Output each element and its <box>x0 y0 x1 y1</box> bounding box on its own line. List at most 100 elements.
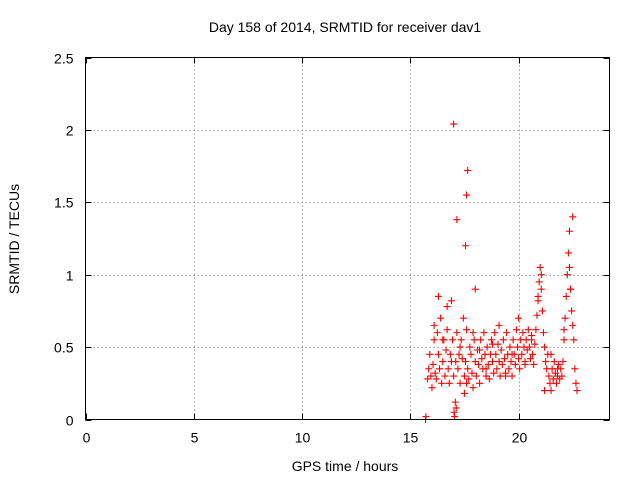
data-point <box>507 358 515 366</box>
data-point <box>483 343 491 351</box>
data-point <box>465 375 473 383</box>
y-axis-label: SRMTID / TECUs <box>6 184 22 294</box>
data-point <box>541 387 549 395</box>
y-tick-label: 2 <box>66 123 74 139</box>
data-point <box>455 350 463 358</box>
data-point <box>462 242 470 250</box>
data-points <box>421 120 581 423</box>
data-point <box>456 343 464 351</box>
data-point <box>537 271 545 279</box>
data-point <box>563 271 571 279</box>
data-point <box>515 314 523 322</box>
data-point <box>509 336 517 344</box>
data-point <box>460 372 468 380</box>
data-point <box>471 358 479 366</box>
data-point <box>476 346 484 354</box>
data-point <box>561 314 569 322</box>
data-point <box>547 387 555 395</box>
data-point <box>436 365 444 373</box>
y-tick-label: 0.5 <box>54 340 74 356</box>
data-point <box>464 166 472 174</box>
x-axis-label: GPS time / hours <box>292 458 399 474</box>
data-point <box>470 336 478 344</box>
data-point <box>468 369 476 377</box>
data-point <box>484 360 492 368</box>
data-point <box>480 329 488 337</box>
data-point <box>503 329 511 337</box>
x-tick-label: 20 <box>512 430 528 446</box>
data-point <box>533 311 541 319</box>
data-point <box>512 326 520 334</box>
y-tick-label: 1 <box>66 268 74 284</box>
data-point <box>434 350 442 358</box>
data-point <box>569 213 577 221</box>
data-point <box>555 360 563 368</box>
data-point <box>570 336 578 344</box>
grid-lines <box>85 57 610 420</box>
x-tick-label: 5 <box>191 430 199 446</box>
data-point <box>452 404 460 412</box>
data-point <box>429 360 437 368</box>
data-point <box>427 372 435 380</box>
x-tick-labels: 0 5 10 15 20 <box>83 430 528 446</box>
data-point <box>471 285 479 293</box>
data-point <box>449 336 457 344</box>
data-point <box>515 355 523 363</box>
data-point <box>431 369 439 377</box>
axis-ticks <box>85 57 610 421</box>
data-point <box>430 321 438 329</box>
data-point <box>447 297 455 305</box>
data-point <box>482 372 490 380</box>
data-point <box>558 372 566 380</box>
data-point <box>443 326 451 334</box>
data-point <box>521 360 529 368</box>
data-point <box>511 360 519 368</box>
data-point <box>569 321 577 329</box>
data-point <box>536 263 544 271</box>
data-point <box>562 292 570 300</box>
data-point <box>478 355 486 363</box>
data-point <box>466 343 474 351</box>
data-point <box>438 379 446 387</box>
data-point <box>537 285 545 293</box>
data-point <box>430 336 438 344</box>
y-tick-label: 1.5 <box>54 195 74 211</box>
data-point <box>505 365 513 373</box>
chart-title: Day 158 of 2014, SRMTID for receiver dav… <box>209 19 482 35</box>
data-point <box>447 358 455 366</box>
data-point <box>565 263 573 271</box>
data-point <box>482 365 490 373</box>
data-point <box>497 346 505 354</box>
data-point <box>516 365 524 373</box>
data-point <box>542 358 550 366</box>
plot-frame <box>85 57 610 420</box>
data-point <box>508 372 516 380</box>
data-point <box>506 343 514 351</box>
data-point <box>545 372 553 380</box>
data-point <box>573 387 581 395</box>
data-point <box>439 336 447 344</box>
data-point <box>571 365 579 373</box>
y-tick-labels: 0 0.5 1 1.5 2 2.5 <box>54 51 74 429</box>
data-point <box>469 329 477 337</box>
data-point <box>531 340 539 348</box>
data-point <box>489 340 497 348</box>
data-point <box>453 216 461 224</box>
data-point <box>433 329 441 337</box>
data-point <box>518 350 526 358</box>
x-tick-label: 15 <box>403 430 419 446</box>
data-point <box>443 303 451 311</box>
data-point <box>493 365 501 373</box>
data-point <box>489 358 497 366</box>
data-point <box>457 336 465 344</box>
data-point <box>451 398 459 406</box>
data-point <box>492 350 500 358</box>
data-point <box>567 285 575 293</box>
data-point <box>454 365 462 373</box>
data-point <box>424 375 432 383</box>
data-point <box>459 314 467 322</box>
y-tick-label: 2.5 <box>54 51 74 67</box>
data-point <box>456 379 464 387</box>
data-point <box>519 329 527 337</box>
data-point <box>534 297 542 305</box>
